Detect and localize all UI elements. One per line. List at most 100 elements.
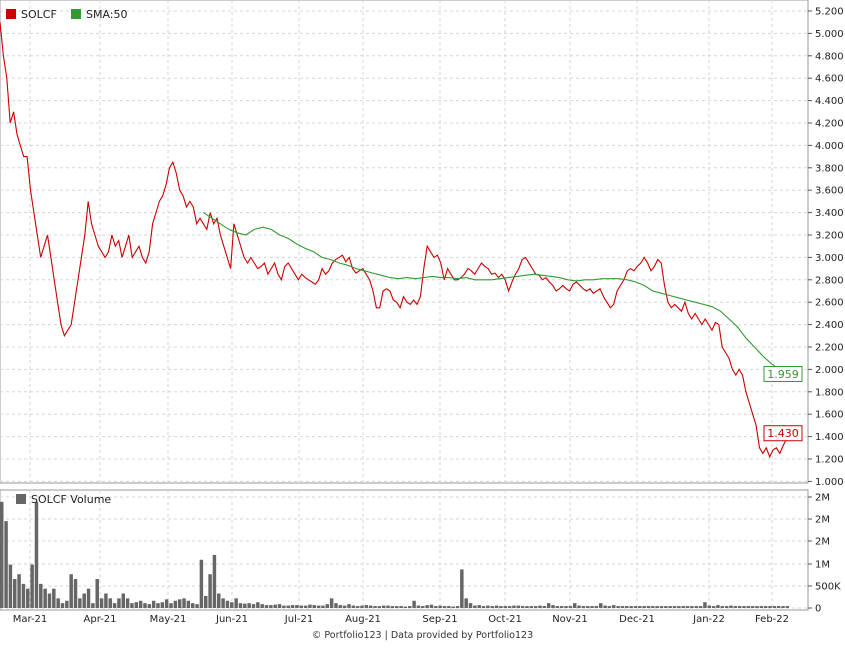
volume-bar [633, 606, 638, 608]
volume-bar [269, 605, 273, 608]
volume-bar [542, 606, 547, 608]
volume-bar [473, 605, 477, 608]
volume-bar [351, 605, 356, 608]
volume-bar [490, 606, 494, 608]
volume-bar [442, 606, 447, 608]
volume-bar [750, 606, 755, 608]
volume-bar [182, 598, 186, 608]
volume-bar [147, 604, 152, 608]
volume-bar [677, 606, 681, 608]
last-value-label: 1.430 [767, 427, 799, 440]
price-y-tick-label: 2.800 [815, 275, 844, 286]
volume-bar [768, 606, 772, 608]
volume-bar [612, 605, 616, 608]
volume-bar [325, 604, 330, 608]
x-tick-label: Jul-21 [284, 614, 313, 625]
price-y-tick-label: 3.600 [815, 186, 844, 197]
volume-bar [221, 598, 225, 608]
price-y-tick-label: 5.000 [815, 29, 844, 40]
legend-swatch [6, 9, 16, 19]
volume-bar [503, 606, 507, 608]
volume-bar [438, 605, 442, 608]
volume-bar [785, 606, 790, 608]
price-panel: 5.200 5.000 4.800 4.600 4.400 4.200 4.000 3.800… [0, 0, 844, 488]
volume-bar [603, 605, 607, 608]
volume-bar [173, 600, 178, 608]
volume-bar [468, 603, 473, 608]
volume-bar [646, 606, 651, 608]
volume-bar [125, 598, 130, 608]
volume-bar [99, 598, 104, 608]
volume-bar [234, 598, 238, 608]
volume-bar [772, 606, 777, 608]
volume-bar [551, 605, 555, 608]
volume-bar [403, 606, 408, 608]
volume-bar [499, 606, 503, 608]
volume-bar [707, 605, 711, 608]
volume-bar [347, 604, 351, 608]
volume-bar [4, 521, 8, 608]
volume-bar [247, 603, 251, 608]
volume-bar [321, 605, 325, 608]
x-tick-label: Oct-21 [488, 614, 522, 625]
volume-bar [364, 605, 369, 608]
x-tick-label: Sep-21 [422, 614, 457, 625]
volume-bar [295, 605, 299, 608]
volume-bar [655, 606, 659, 608]
x-tick-label: Nov-21 [552, 614, 588, 625]
volume-bar [742, 606, 746, 608]
price-y-tick-label: 3.800 [815, 163, 844, 174]
volume-bar [681, 606, 685, 608]
volume-bar [355, 606, 360, 608]
volume-bar [564, 606, 568, 608]
volume-bar [164, 599, 169, 608]
volume-bar [112, 603, 117, 608]
price-y-tick-label: 4.600 [815, 74, 844, 85]
volume-bar [590, 606, 594, 608]
volume-bar [104, 593, 108, 608]
volume-bar [629, 606, 633, 608]
volume-legend: SOLCF Volume [16, 493, 111, 506]
volume-bar [737, 606, 742, 608]
volume-bar [486, 605, 490, 608]
volume-bar [329, 598, 334, 608]
volume-bar [724, 606, 729, 608]
volume-bar [381, 605, 386, 608]
last-value-box [763, 365, 803, 382]
volume-bar [395, 606, 399, 608]
x-tick-label: Jan-22 [692, 614, 725, 625]
series-line-solcf [0, 22, 791, 459]
volume-bar [186, 600, 191, 608]
x-axis: Mar-21 Apr-21 May-21 Jun-21 Jul-21 Aug-21 Sep-… [13, 614, 789, 625]
volume-bar [460, 569, 464, 608]
volume-bar [91, 603, 95, 608]
volume-bar [447, 606, 451, 608]
volume-bar [625, 606, 629, 608]
volume-bar [572, 603, 577, 608]
volume-bar [303, 605, 308, 608]
volume-bar [52, 588, 56, 608]
volume-bar [230, 602, 234, 608]
volume-bar [47, 593, 52, 608]
volume-bar [134, 602, 139, 608]
volume-y-axis: 2M 2M 2M 1M 500K 0 [808, 493, 841, 615]
volume-bar [581, 606, 586, 608]
volume-bars [0, 501, 790, 608]
volume-bar [73, 579, 78, 608]
volume-bar [8, 564, 13, 608]
volume-bar [533, 606, 538, 608]
volume-bar [308, 604, 312, 608]
legend-label: SOLCF Volume [31, 493, 111, 506]
volume-bar [386, 605, 390, 608]
price-y-tick-label: 1.800 [815, 387, 844, 398]
volume-bar [716, 605, 720, 608]
price-y-tick-label: 1.600 [815, 410, 844, 421]
volume-bar [138, 600, 143, 608]
volume-bar [334, 603, 338, 608]
volume-bar [360, 605, 364, 608]
price-value-labels: 1.430 1.959 [763, 365, 803, 442]
volume-bar [525, 606, 529, 608]
price-panel-frame [0, 0, 809, 484]
price-series [0, 22, 791, 459]
